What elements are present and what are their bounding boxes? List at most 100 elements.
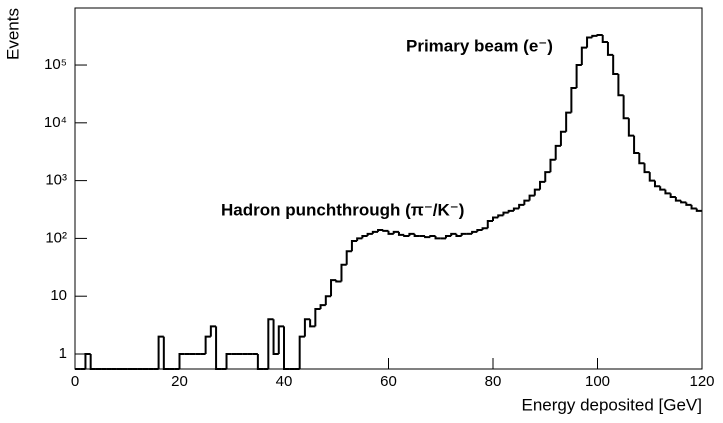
histogram-bin [209,325,217,337]
histogram-bin [324,295,332,306]
histogram-bin [397,231,405,236]
histogram-bin [314,308,321,327]
histogram-bin [303,318,311,337]
histogram-bin [575,64,582,89]
histogram-bin [512,207,520,211]
histogram-bin [680,200,687,204]
histogram-bin [633,135,640,155]
histogram-bin [178,352,185,369]
histogram-bin [272,319,279,355]
x-tick-label: 0 [71,373,79,390]
histogram-bin [497,214,504,218]
histogram-bin [350,240,358,252]
histogram-bin [444,235,452,239]
histogram-bin [648,172,655,182]
histogram-bin [434,236,441,240]
y-tick-label: 10 [50,287,67,304]
histogram-bin [387,230,394,235]
histogram-bin [403,234,410,238]
histogram-bin [518,203,525,209]
histogram-bin [659,186,666,191]
histogram-bin [664,189,671,195]
histogram-bin [340,263,347,282]
histogram-bin [361,235,368,239]
histogram-bin [669,193,676,199]
y-tick-label: 10² [45,229,67,246]
y-axis-title: Events [3,8,22,60]
histogram-bin [267,318,274,369]
histogram-bin [476,228,483,232]
histogram-bin [539,180,546,190]
x-tick-label: 20 [171,373,188,390]
histogram-bin [481,227,488,230]
histogram-bin [591,34,598,38]
y-tick-label: 10⁴ [44,114,67,131]
histogram-bin [382,229,389,232]
histogram-bin [356,237,363,242]
annotation: Hadron punchthrough (π⁻/K⁻) [221,200,464,219]
x-tick-label: 40 [276,373,293,390]
histogram-bin [617,73,624,97]
histogram-bin [570,87,577,113]
histogram-bin [612,54,619,75]
y-tick-label: 1 [59,345,67,362]
histogram-bin [429,235,436,238]
y-tick-label: 10⁵ [44,56,67,73]
histogram-bin [335,280,342,283]
histogram-bin [674,197,682,202]
histogram-bin [643,163,650,174]
histogram-bin [492,216,499,222]
histogram-bin [695,208,702,212]
histogram-bin [162,336,170,370]
histogram-bin [377,228,384,232]
histogram-bin [622,95,629,120]
histogram-bin [638,153,645,165]
histogram-bin [507,209,514,213]
histogram-bin [283,326,290,370]
histogram-bin [544,171,551,182]
histogram-bin [204,335,211,354]
histogram-bin [586,36,593,48]
annotation: Primary beam (e⁻) [406,36,553,55]
histogram-bin [277,325,284,354]
histogram-bin [601,35,608,44]
histogram-bin [319,304,326,310]
y-tick-label: 10³ [45,172,67,189]
histogram-bin [471,230,478,234]
histogram-bin [157,335,164,369]
histogram-bin [596,34,603,37]
histogram-bin [528,194,535,201]
histogram-bin [565,111,572,132]
x-tick-label: 80 [485,373,502,390]
plot-frame [74,7,703,370]
histogram-bin [554,144,561,160]
histogram-bin [533,188,541,196]
histogram-bin [580,46,588,66]
histogram-bin [392,230,399,234]
x-tick-label: 120 [689,373,714,390]
histogram-bin [460,232,467,237]
histogram-bin [424,236,431,239]
histogram-bin [366,232,373,237]
histogram-bin [256,353,264,370]
histogram-bin [408,232,415,237]
histogram-bin [89,353,96,370]
histogram-bin [84,352,91,369]
histogram-bin [549,158,556,173]
histogram-bin [627,118,635,137]
histogram-bin [523,199,530,205]
histogram-bin [371,230,379,234]
histogram-bin [455,233,462,238]
histogram-bin [653,180,661,188]
histogram-bin [330,279,337,297]
histogram-bin [685,202,692,206]
x-axis-title: Energy deposited [GeV] [521,395,702,414]
x-tick-label: 60 [380,373,397,390]
histogram-bin [215,326,222,370]
histogram-bin [486,220,493,229]
histogram-bin [606,42,614,56]
histogram-bin [225,352,232,369]
x-tick-label: 100 [585,373,610,390]
